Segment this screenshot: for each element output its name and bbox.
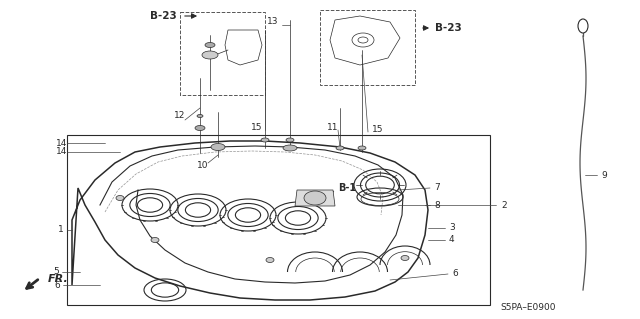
Text: B-23: B-23 <box>150 11 177 21</box>
Bar <box>320 10 415 85</box>
Text: S5PA–E0900: S5PA–E0900 <box>500 303 556 313</box>
Text: B-23: B-23 <box>435 23 461 33</box>
Text: 8: 8 <box>434 201 440 210</box>
Ellipse shape <box>205 42 215 48</box>
Ellipse shape <box>266 257 274 263</box>
Bar <box>67 135 490 305</box>
Text: 10: 10 <box>197 161 209 170</box>
Polygon shape <box>295 190 335 206</box>
Ellipse shape <box>195 125 205 130</box>
Text: 14: 14 <box>56 138 68 147</box>
Text: 13: 13 <box>266 18 278 26</box>
Ellipse shape <box>336 146 344 150</box>
Ellipse shape <box>304 191 326 205</box>
Text: 2: 2 <box>501 201 507 210</box>
Ellipse shape <box>202 51 218 59</box>
Text: 7: 7 <box>434 183 440 192</box>
Text: 3: 3 <box>449 224 455 233</box>
Text: 9: 9 <box>601 170 607 180</box>
Ellipse shape <box>401 256 409 261</box>
Ellipse shape <box>286 138 294 142</box>
Text: 14: 14 <box>56 147 68 157</box>
Bar <box>180 12 265 95</box>
Text: 5: 5 <box>53 268 59 277</box>
Text: B-1: B-1 <box>338 183 356 193</box>
Text: 4: 4 <box>449 235 454 244</box>
Ellipse shape <box>151 238 159 242</box>
Text: 12: 12 <box>174 112 186 121</box>
Text: 1: 1 <box>58 226 64 234</box>
Ellipse shape <box>116 196 124 201</box>
Text: 15: 15 <box>250 123 262 132</box>
Ellipse shape <box>358 146 366 150</box>
Text: 15: 15 <box>372 125 383 135</box>
Ellipse shape <box>197 115 203 117</box>
Text: 6: 6 <box>452 269 458 278</box>
Ellipse shape <box>261 138 269 142</box>
Ellipse shape <box>283 145 297 151</box>
Text: 11: 11 <box>327 122 339 131</box>
Ellipse shape <box>211 144 225 151</box>
Text: 6: 6 <box>54 280 60 290</box>
Text: FR.: FR. <box>48 274 68 284</box>
